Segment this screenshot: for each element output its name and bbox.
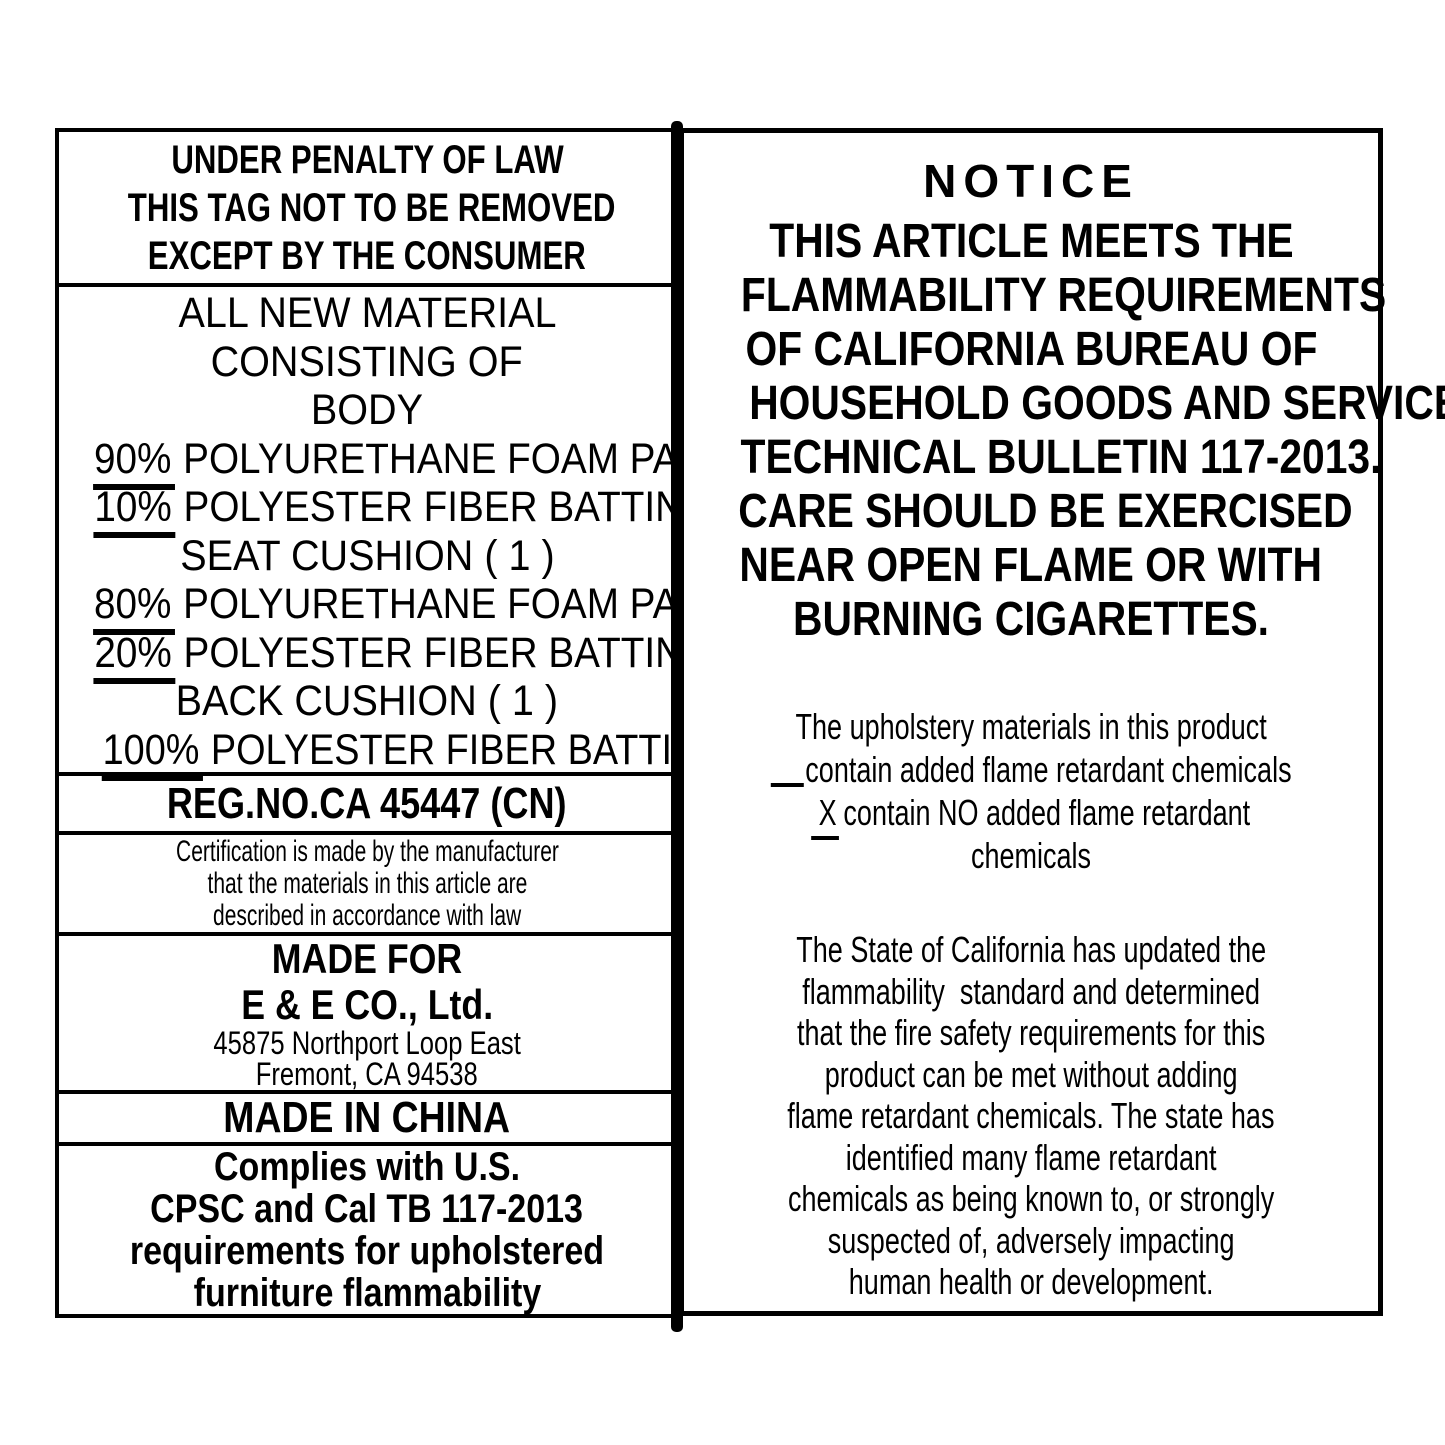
material-name: POLYESTER FIBER BATTING [183, 628, 714, 677]
retardant-intro: The upholstery materials in this product [795, 706, 1267, 747]
material-name: POLYESTER FIBER BATTING [210, 725, 729, 774]
notice-line: TECHNICAL BULLETIN 117-2013. [740, 431, 1382, 484]
certification-line: described in accordance with law [212, 898, 522, 932]
pct-value: 10% [93, 483, 176, 538]
state-line: chemicals as being known to, or strongly [787, 1178, 1275, 1219]
made-for-section: MADE FOR E & E CO., Ltd. 45875 Northport… [59, 936, 675, 1094]
retardant-option-tail: chemicals [970, 835, 1092, 876]
certification-line: that the materials in this article are [207, 866, 527, 900]
blank-checkline [770, 783, 804, 787]
state-line: product can be met without adding [824, 1053, 1238, 1095]
penalty-line: THIS TAG NOT TO BE REMOVED [127, 185, 616, 230]
x-checkmark: X [811, 792, 840, 840]
made-for-title: MADE FOR [271, 935, 463, 982]
pct-value: 20% [93, 628, 176, 684]
compliance-section: Complies with U.S. CPSC and Cal TB 117-2… [59, 1146, 675, 1314]
registration-number: REG.NO.CA 45447 (CN) [59, 776, 675, 835]
cushion-label: BACK CUSHION ( 1 ) [175, 677, 559, 725]
pct-value: 100% [101, 725, 203, 781]
material-name: POLYESTER FIBER BATTING [183, 483, 714, 531]
left-panel: UNDER PENALTY OF LAW THIS TAG NOT TO BE … [55, 128, 729, 1318]
notice-statement: THIS ARTICLE MEETS THE FLAMMABILITY REQU… [684, 215, 1445, 647]
material-line: 100% POLYESTER FIBER BATTING [59, 725, 729, 781]
made-in-china: MADE IN CHINA [59, 1094, 675, 1146]
pct-value: 80% [93, 580, 176, 635]
material-line: 80% POLYURETHANE FOAM PAD [59, 580, 706, 635]
cushion-label: SEAT CUSHION ( 1 ) [179, 531, 555, 580]
notice-line: NEAR OPEN FLAME OR WITH [739, 539, 1323, 592]
state-line: identified many flame retardant [845, 1136, 1217, 1178]
materials-section: ALL NEW MATERIAL CONSISTING OF BODY 90% P… [59, 287, 729, 781]
notice-title: NOTICE [923, 155, 1139, 207]
state-line: that the fire safety requirements for th… [796, 1012, 1266, 1053]
address-line: 45875 Northport Loop East [213, 1025, 521, 1061]
certification-statement: Certification is made by the manufacture… [59, 835, 675, 936]
notice-line: OF CALIFORNIA BUREAU OF [745, 323, 1317, 376]
notice-line: FLAMMABILITY REQUIREMENTS [740, 269, 1387, 322]
compliance-line: CPSC and Cal TB 117-2013 [150, 1187, 584, 1231]
retardant-option-added: contain added flame retardant chemicals [684, 748, 1378, 791]
notice-line: HOUSEHOLD GOODS AND SERVICES [749, 377, 1445, 430]
penalty-line: UNDER PENALTY OF LAW [170, 137, 564, 182]
notice-line: CARE SHOULD BE EXERCISED [738, 485, 1353, 538]
material-line: 90% POLYURETHANE FOAM PAD [59, 434, 706, 490]
notice-line: BURNING CIGARETTES. [792, 593, 1269, 646]
materials-intro-line: ALL NEW MATERIAL [177, 289, 557, 337]
material-line: 20% POLYESTER FIBER BATTING [59, 628, 713, 684]
material-line: 10% POLYESTER FIBER BATTING [59, 483, 713, 538]
compliance-line: requirements for upholstered [129, 1229, 605, 1273]
material-name: POLYURETHANE FOAM PAD [183, 434, 707, 483]
notice-line: THIS ARTICLE MEETS THE [768, 215, 1294, 268]
certification-line: Certification is made by the manufacture… [175, 834, 559, 868]
address-line: Fremont, CA 94538 [255, 1056, 478, 1092]
state-line: human health or development. [848, 1261, 1214, 1302]
panel-divider [671, 121, 683, 1332]
flame-retardant-section: The upholstery materials in this product… [684, 705, 1378, 877]
state-update-paragraph: The State of California has updated the … [684, 929, 1378, 1303]
company-name: E & E CO., Ltd. [241, 981, 493, 1028]
compliance-line: Complies with U.S. [213, 1145, 521, 1189]
state-line: suspected of, adversely impacting [827, 1219, 1235, 1261]
pct-value: 90% [93, 434, 176, 490]
materials-intro-line: CONSISTING OF [210, 337, 524, 386]
state-line: The State of California has updated the [796, 929, 1266, 970]
right-panel: NOTICE THIS ARTICLE MEETS THE FLAMMABILI… [679, 128, 1445, 1316]
material-name: POLYURETHANE FOAM PAD [183, 580, 707, 628]
state-line: flame retardant chemicals. The state has [787, 1095, 1275, 1136]
materials-intro-line: BODY [310, 386, 424, 434]
penalty-header: UNDER PENALTY OF LAW THIS TAG NOT TO BE … [59, 132, 675, 287]
compliance-line: furniture flammability [193, 1271, 541, 1315]
penalty-line: EXCEPT BY THE CONSUMER [147, 233, 587, 278]
state-line: flammability standard and determined [802, 970, 1260, 1012]
